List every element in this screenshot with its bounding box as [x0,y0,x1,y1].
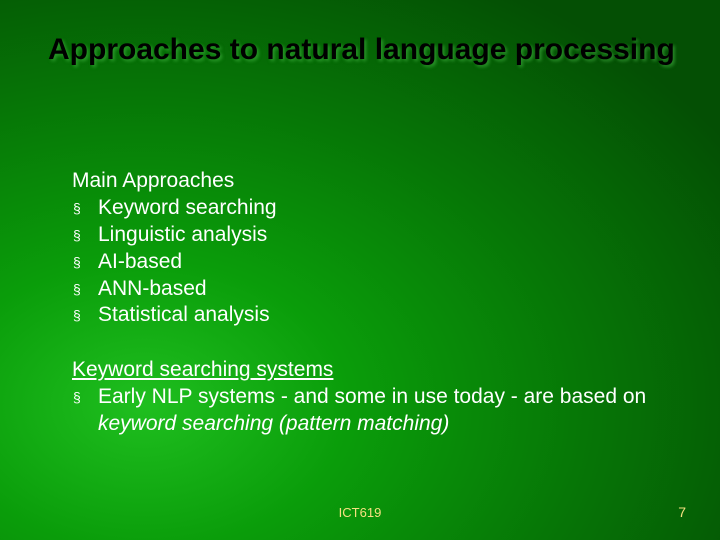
section2-heading: Keyword searching systems [72,357,660,384]
bullet-text-italic: keyword searching (pattern matching) [98,412,449,435]
bullet-text: Statistical analysis [86,302,660,329]
list-item: § Keyword searching [72,195,660,222]
bullet-icon: § [72,249,86,275]
bullet-icon: § [72,195,86,221]
bullet-icon: § [72,302,86,328]
list-item: § ANN-based [72,276,660,303]
bullet-icon: § [72,384,86,410]
list-item: § Early NLP systems - and some in use to… [72,384,660,438]
footer-course-code: ICT619 [0,505,720,520]
slide-title: Approaches to natural language processin… [48,32,680,68]
bullet-icon: § [72,276,86,302]
slide-number: 7 [678,504,686,520]
slide-body: Main Approaches § Keyword searching § Li… [72,168,660,438]
list-item: § Statistical analysis [72,302,660,329]
bullet-text-prefix: Early NLP systems - and some in use toda… [98,385,646,408]
section1-heading: Main Approaches [72,168,660,195]
bullet-text: AI-based [86,249,660,276]
bullet-text: ANN-based [86,276,660,303]
bullet-text: Linguistic analysis [86,222,660,249]
list-item: § AI-based [72,249,660,276]
bullet-icon: § [72,222,86,248]
list-item: § Linguistic analysis [72,222,660,249]
bullet-text: Keyword searching [86,195,660,222]
bullet-text: Early NLP systems - and some in use toda… [86,384,660,438]
